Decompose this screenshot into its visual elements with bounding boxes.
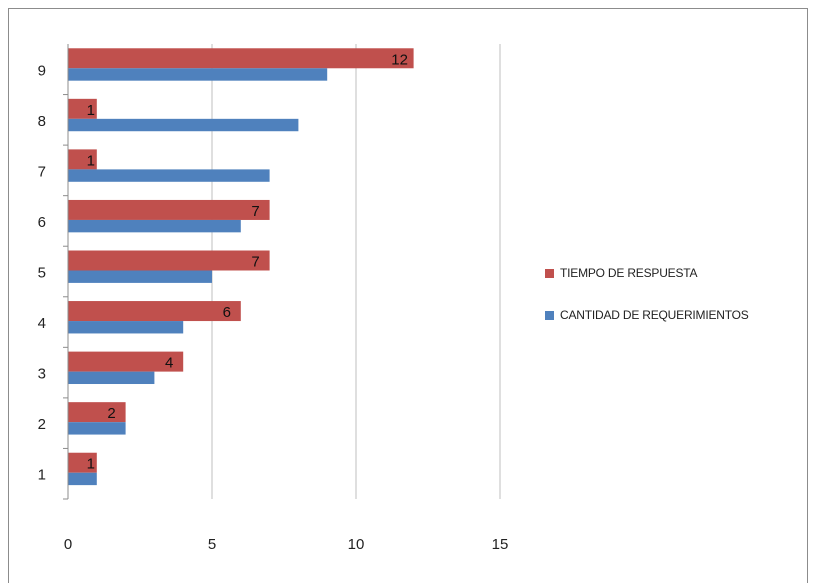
bar-tiempo-de-respuesta: [68, 98, 97, 119]
bar-cantidad-de-requerimientos: [68, 270, 212, 283]
legend: TIEMPO DE RESPUESTA CANTIDAD DE REQUERIMI…: [545, 262, 749, 346]
legend-swatch: [545, 310, 554, 320]
bar-cantidad-de-requerimientos: [68, 219, 241, 233]
bar-cantidad-de-requerimientos: [68, 321, 184, 334]
y-tick-label: 1: [38, 467, 46, 484]
x-tick-label: 15: [492, 536, 509, 553]
bar-tiempo-de-respuesta: [68, 48, 414, 69]
y-tick-label: 8: [38, 113, 46, 130]
bar-tiempo-de-respuesta: [68, 199, 270, 220]
data-label-tiempo-de-respuesta: 1: [87, 152, 95, 169]
data-label-tiempo-de-respuesta: 7: [251, 203, 259, 220]
bar-cantidad-de-requerimientos: [68, 422, 126, 435]
legend-item: TIEMPO DE RESPUESTA: [545, 262, 749, 284]
y-tick-label: 2: [38, 416, 46, 433]
y-axis: 1 2 3 4 5 6 7 8 9: [38, 44, 69, 500]
y-tick-label: 7: [38, 163, 46, 180]
data-label-tiempo-de-respuesta: 6: [223, 304, 231, 321]
data-label-tiempo-de-respuesta: 7: [251, 254, 259, 271]
chart-frame: [8, 8, 808, 583]
bar-cantidad-de-requerimientos: [68, 472, 97, 486]
legend-label: CANTIDAD DE REQUERIMIENTOS: [560, 308, 749, 322]
x-tick-label: 0: [64, 536, 72, 553]
y-tick-label: 9: [38, 62, 46, 79]
y-tick-label: 6: [38, 214, 46, 231]
bar-cantidad-de-requerimientos: [68, 68, 328, 81]
bar-cantidad-de-requerimientos: [68, 371, 155, 385]
legend-swatch: [545, 268, 554, 278]
bar-cantidad-de-requerimientos: [68, 169, 270, 182]
bars: [68, 48, 414, 486]
y-tick-label: 5: [38, 265, 46, 282]
y-tick-label: 4: [38, 315, 46, 332]
y-tick-label: 3: [38, 366, 46, 383]
data-label-tiempo-de-respuesta: 1: [87, 456, 95, 473]
data-label-tiempo-de-respuesta: 1: [87, 102, 95, 119]
x-axis: 0 5 10 15: [64, 536, 509, 553]
bar-tiempo-de-respuesta: [68, 402, 126, 423]
gridlines: [211, 44, 501, 499]
x-tick-label: 5: [208, 536, 216, 553]
legend-label: TIEMPO DE RESPUESTA: [560, 266, 698, 280]
legend-item: CANTIDAD DE REQUERIMIENTOS: [545, 304, 749, 326]
bar-tiempo-de-respuesta: [68, 250, 270, 271]
bar-cantidad-de-requerimientos: [68, 118, 299, 132]
data-label-tiempo-de-respuesta: 2: [107, 405, 115, 422]
bar-tiempo-de-respuesta: [68, 301, 241, 322]
data-label-tiempo-de-respuesta: 4: [165, 355, 173, 372]
bar-tiempo-de-respuesta: [68, 351, 184, 372]
data-label-tiempo-de-respuesta: 12: [391, 51, 408, 68]
x-tick-label: 10: [348, 536, 365, 553]
bar-tiempo-de-respuesta: [68, 149, 97, 170]
bar-tiempo-de-respuesta: [68, 452, 97, 473]
